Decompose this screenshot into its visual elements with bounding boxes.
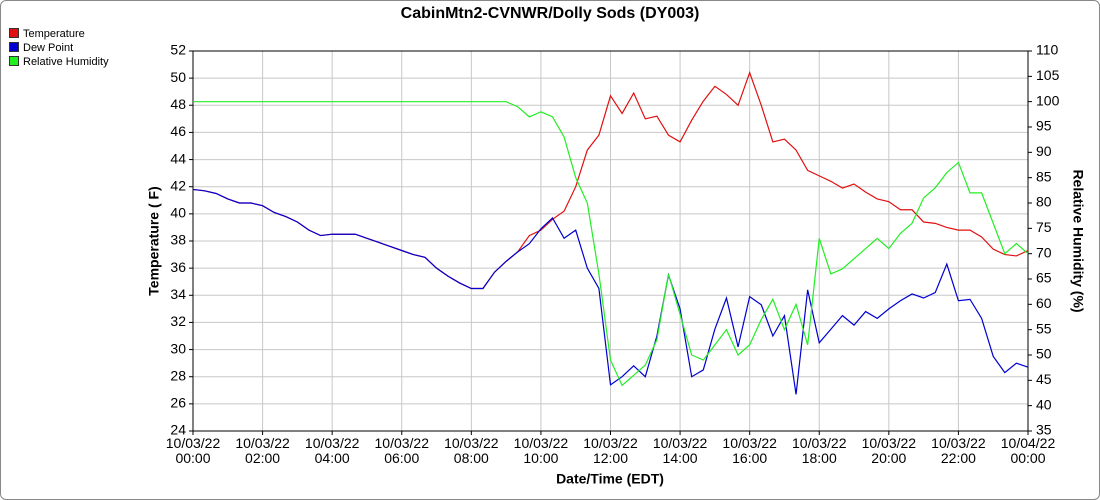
y-tick-label: 28	[170, 367, 186, 383]
series-line	[192, 188, 1029, 395]
y-tick-label: 42	[170, 177, 186, 193]
y2-tick-label: 70	[1036, 244, 1052, 260]
y2-tick-label: 35	[1036, 422, 1052, 438]
y-axis-title: Temperature ( F)	[146, 186, 162, 295]
y-tick-label: 46	[170, 123, 186, 139]
y-tick-label: 26	[170, 395, 186, 411]
legend-label: Relative Humidity	[23, 56, 109, 68]
series-line	[193, 101, 1029, 387]
y-tick-label: 38	[170, 232, 186, 248]
x-tick-label: 10/04/22 00:00	[1000, 435, 1056, 466]
y-tick-label: 48	[170, 96, 186, 112]
x-axis-title: Date/Time (EDT)	[556, 471, 664, 487]
y2-tick-label: 95	[1036, 118, 1052, 134]
y2-tick-label: 105	[1036, 67, 1060, 83]
legend-entry: Relative Humidity	[9, 56, 109, 68]
y2-tick-label: 90	[1036, 143, 1052, 159]
x-tick-label: 10/03/22 00:00	[165, 435, 221, 466]
legend-label: Dew Point	[23, 42, 74, 54]
x-tick-label: 10/03/22 22:00	[931, 435, 986, 466]
y2-tick-label: 65	[1036, 270, 1052, 286]
x-tick-label: 10/03/22 10:00	[513, 435, 569, 466]
y2-tick-label: 50	[1036, 346, 1052, 362]
y-tick-label: 30	[170, 340, 186, 356]
legend-swatch	[9, 28, 19, 38]
y-tick-label: 44	[170, 150, 186, 166]
y-tick-label: 36	[170, 259, 186, 275]
x-tick-label: 10/03/22 14:00	[652, 435, 708, 466]
y2-axis-title: Relative Humidity (%)	[1070, 169, 1086, 312]
x-tick-label: 10/03/22 04:00	[304, 435, 360, 466]
legend-entry: Temperature	[9, 28, 85, 40]
x-tick-label: 10/03/22 06:00	[374, 435, 430, 466]
y-tick-label: 40	[170, 205, 186, 221]
x-tick-label: 10/03/22 08:00	[444, 435, 499, 466]
y2-tick-label: 45	[1036, 371, 1052, 387]
y2-tick-label: 110	[1036, 42, 1059, 58]
y-tick-label: 32	[170, 313, 186, 329]
legend-swatch	[9, 56, 19, 66]
y2-tick-label: 60	[1036, 295, 1052, 311]
y2-tick-label: 85	[1036, 168, 1052, 184]
plot-frame	[192, 50, 1029, 432]
y2-tick-label: 55	[1036, 320, 1052, 336]
y2-tick-label: 40	[1036, 396, 1052, 412]
x-tick-label: 10/03/22 02:00	[235, 435, 290, 466]
y2-tick-label: 80	[1036, 194, 1052, 210]
legend-entry: Dew Point	[9, 42, 73, 54]
legend-label: Temperature	[23, 28, 85, 40]
x-tick-label: 10/03/22 16:00	[722, 435, 777, 466]
y2-tick-label: 100	[1036, 92, 1060, 108]
y-tick-label: 24	[170, 422, 186, 438]
y-tick-label: 50	[170, 69, 186, 85]
y-tick-label: 52	[170, 42, 186, 58]
y2-tick-label: 75	[1036, 219, 1052, 235]
x-tick-label: 10/03/22 12:00	[583, 435, 638, 466]
x-tick-label: 10/03/22 18:00	[792, 435, 847, 466]
y-tick-label: 34	[170, 286, 186, 302]
legend-swatch	[9, 42, 19, 52]
chart-title: CabinMtn2-CVNWR/Dolly Sods (DY003)	[401, 5, 700, 22]
x-tick-label: 10/03/22 20:00	[861, 435, 917, 466]
